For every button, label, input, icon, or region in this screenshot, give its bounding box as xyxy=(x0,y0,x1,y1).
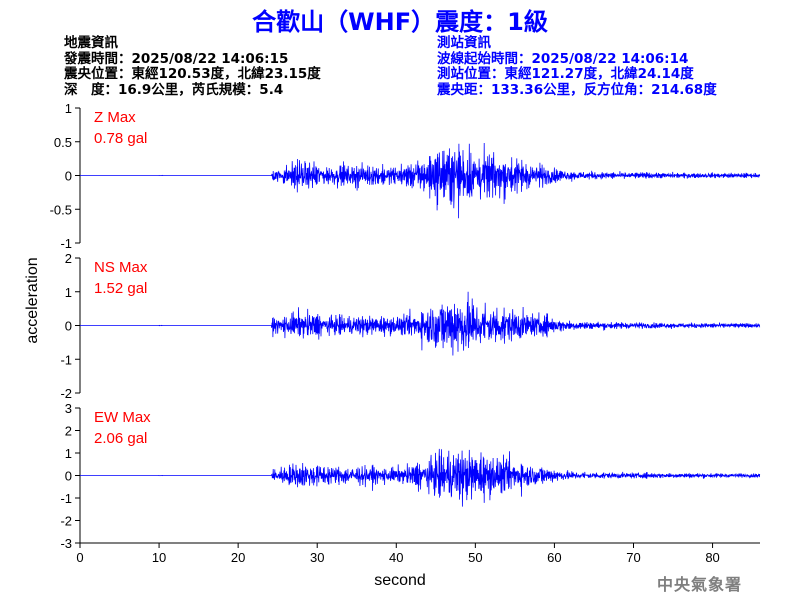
x-tick-label: 60 xyxy=(547,550,561,565)
y-tick-label-ns: 2 xyxy=(65,251,72,266)
max-label-ns: NS Max xyxy=(94,259,148,276)
x-tick-label: 20 xyxy=(231,550,245,565)
x-tick-label: 30 xyxy=(310,550,324,565)
y-tick-label-ew: -1 xyxy=(60,491,72,506)
chart-title: 合歡山（WHF）震度：1級 xyxy=(252,8,548,36)
y-tick-label-ew: -3 xyxy=(60,536,72,551)
max-value-z: 0.78 gal xyxy=(94,130,147,147)
epicenter-location: 震央位置：東經120.53度，北緯23.15度 xyxy=(64,66,321,82)
station-info-heading: 測站資訊 xyxy=(437,35,491,51)
cwa-watermark: 中央氣象署 xyxy=(657,575,743,594)
y-tick-label-z: -0.5 xyxy=(50,202,72,217)
y-tick-label-z: 0.5 xyxy=(54,135,72,150)
depth-magnitude: 深 度：16.9公里，芮氏規模：5.4 xyxy=(64,81,284,98)
y-tick-label-ns: -1 xyxy=(60,352,72,367)
waveform-ns xyxy=(80,291,761,356)
event-info: 地震資訊 發震時間：2025/08/22 14:06:15 震央位置：東經120… xyxy=(64,35,321,98)
x-tick-label: 0 xyxy=(76,550,83,565)
x-tick-label: 70 xyxy=(626,550,640,565)
y-tick-label-ns: 0 xyxy=(65,319,72,334)
max-value-ns: 1.52 gal xyxy=(94,280,147,297)
event-info-heading: 地震資訊 xyxy=(64,35,118,51)
waveform-ew xyxy=(80,448,761,507)
y-tick-label-ew: 2 xyxy=(65,424,72,439)
y-tick-label-z: -1 xyxy=(60,236,72,251)
y-tick-label-ns: -2 xyxy=(60,386,72,401)
x-tick-label: 40 xyxy=(389,550,403,565)
station-info: 測站資訊 波線起始時間：2025/08/22 14:06:14 測站位置：東經1… xyxy=(437,35,717,98)
x-tick-label: 50 xyxy=(468,550,482,565)
max-label-z: Z Max xyxy=(94,109,136,126)
x-axis-label: second xyxy=(374,572,426,589)
y-tick-label-ew: 3 xyxy=(65,401,72,416)
waveform-z xyxy=(80,142,761,219)
x-tick-label: 80 xyxy=(705,550,719,565)
y-tick-label-z: 0 xyxy=(65,169,72,184)
y-tick-label-ew: -2 xyxy=(60,514,72,529)
max-value-ew: 2.06 gal xyxy=(94,430,147,447)
y-tick-label-ew: 1 xyxy=(65,446,72,461)
max-label-ew: EW Max xyxy=(94,409,151,426)
y-tick-label-z: 1 xyxy=(65,101,72,116)
y-axis-label: acceleration xyxy=(24,257,41,343)
epicentral-distance: 震央距：133.36公里，反方位角：214.68度 xyxy=(437,81,717,98)
y-tick-label-ew: 0 xyxy=(65,469,72,484)
x-tick-label: 10 xyxy=(152,550,166,565)
station-location: 測站位置：東經121.27度，北緯24.14度 xyxy=(437,66,694,82)
y-tick-label-ns: 1 xyxy=(65,285,72,300)
wave-start-time: 波線起始時間：2025/08/22 14:06:14 xyxy=(437,50,689,67)
origin-time: 發震時間：2025/08/22 14:06:15 xyxy=(64,50,289,67)
